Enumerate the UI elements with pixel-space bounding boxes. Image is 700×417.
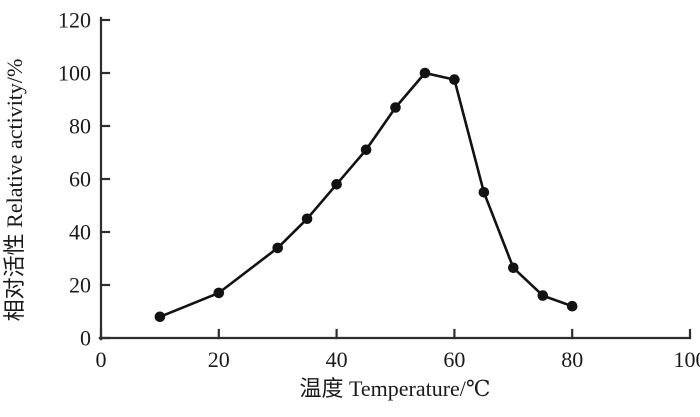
data-point-marker xyxy=(213,287,225,299)
data-point-marker xyxy=(301,213,313,225)
data-point-marker xyxy=(154,311,166,323)
y-tick-label: 60 xyxy=(69,167,91,192)
x-tick-label: 60 xyxy=(443,347,465,372)
y-tick-label: 100 xyxy=(58,61,91,86)
x-tick-label: 20 xyxy=(208,347,230,372)
data-point-marker xyxy=(360,144,372,156)
data-point-marker xyxy=(537,290,549,301)
x-tick-label: 100 xyxy=(674,347,700,372)
x-axis-label: 温度 Temperature/℃ xyxy=(299,376,490,401)
data-point-marker xyxy=(331,179,342,190)
data-point-marker xyxy=(449,74,460,85)
data-point-marker xyxy=(390,102,401,113)
y-tick-label: 0 xyxy=(80,326,91,351)
y-tick-label: 80 xyxy=(69,114,91,139)
data-point-marker xyxy=(566,300,578,312)
y-tick-label: 120 xyxy=(58,8,91,33)
y-tick-label: 20 xyxy=(69,273,91,298)
y-tick-label: 40 xyxy=(69,220,91,245)
x-tick-label: 0 xyxy=(96,347,107,372)
x-tick-label: 80 xyxy=(561,347,583,372)
data-point-marker xyxy=(478,187,490,198)
y-axis-label: 相对活性 Relative activity/% xyxy=(2,59,27,322)
data-point-marker xyxy=(419,67,431,79)
x-tick-label: 40 xyxy=(326,347,348,372)
activity-curve xyxy=(159,71,573,319)
data-point-marker xyxy=(508,262,519,274)
data-point-marker xyxy=(272,242,284,254)
